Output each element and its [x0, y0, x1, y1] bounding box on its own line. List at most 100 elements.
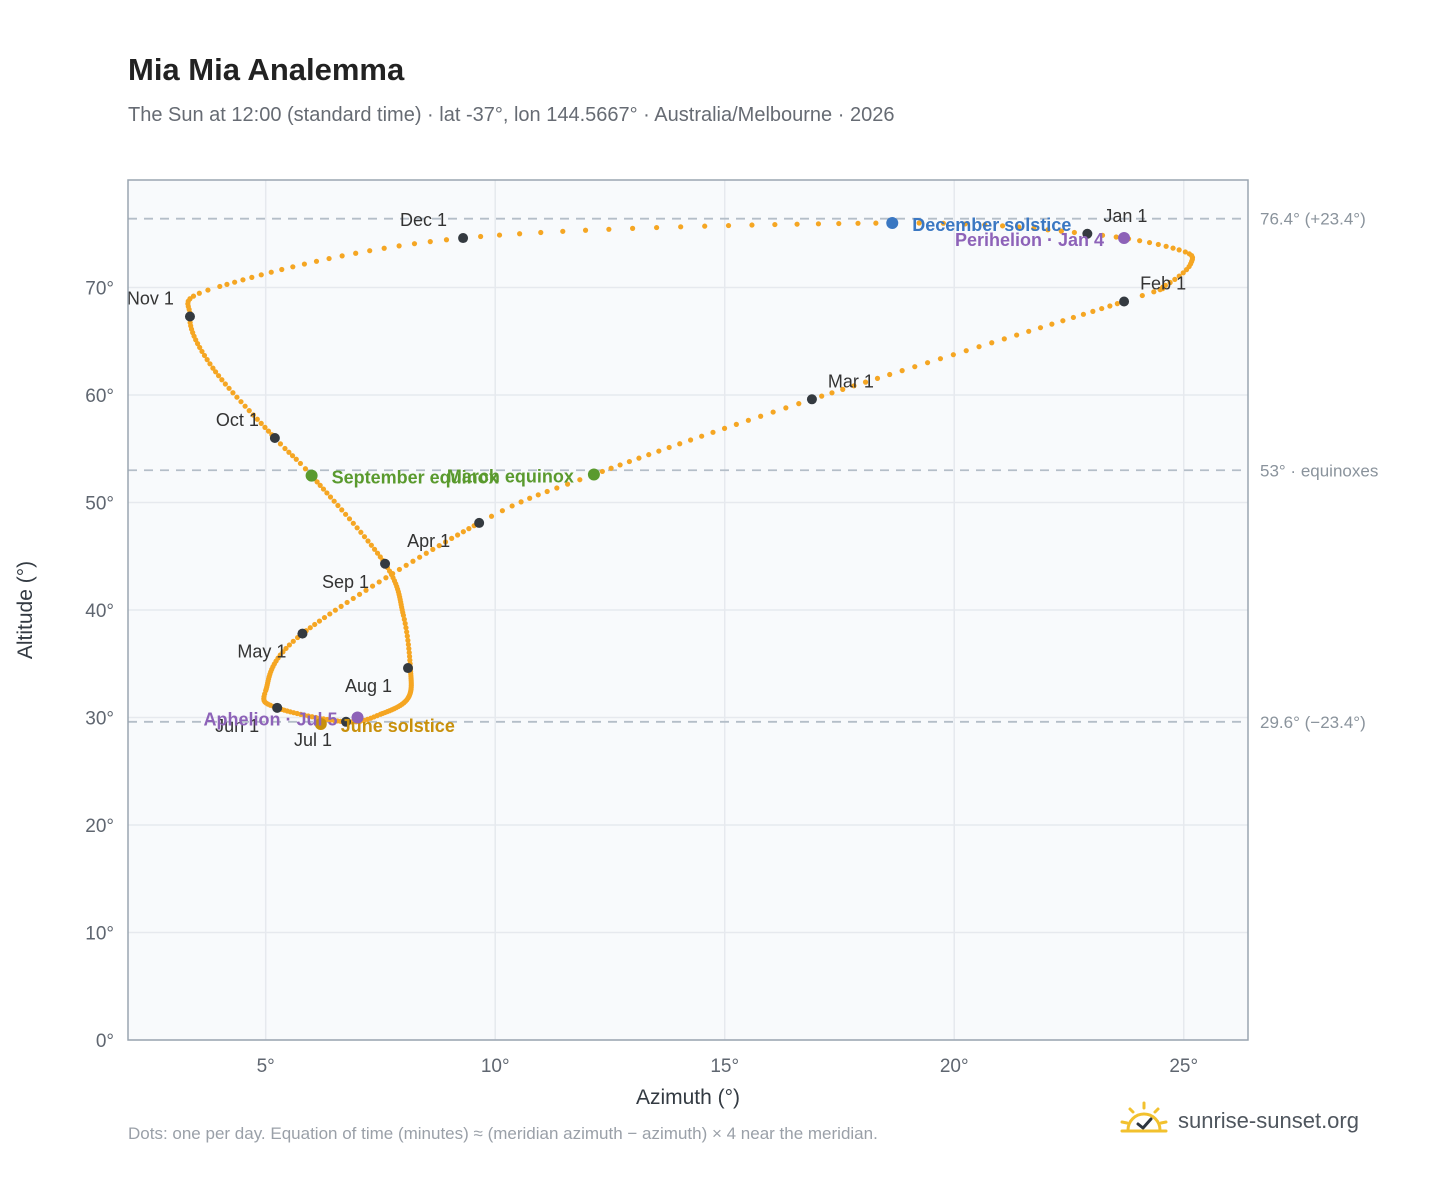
day-dot [687, 437, 694, 443]
brand[interactable]: sunrise-sunset.org [1118, 1100, 1359, 1141]
day-dot [749, 222, 755, 228]
day-dot [1090, 308, 1096, 314]
day-dot [794, 221, 800, 227]
day-dot [321, 614, 328, 621]
day-dot [721, 425, 728, 431]
month-marker [269, 433, 280, 443]
day-dot [836, 220, 842, 227]
day-dot [411, 241, 418, 247]
day-dot [369, 583, 376, 589]
plot-frame [127, 179, 1249, 1041]
day-dot [1113, 234, 1119, 240]
day-dot [599, 468, 605, 475]
day-dot [210, 365, 216, 371]
month-label: Jul 1 [294, 730, 332, 750]
day-dot [874, 375, 881, 381]
day-dot [1114, 301, 1120, 307]
day-dot [443, 237, 450, 243]
day-dot [887, 371, 893, 378]
day-dot [199, 348, 205, 355]
day-dot [1014, 332, 1020, 338]
day-dot [564, 481, 571, 487]
event-marker [314, 717, 327, 730]
day-dot [989, 340, 995, 346]
day-dot [358, 529, 364, 535]
day-dot [976, 344, 982, 350]
day-dot [758, 413, 764, 419]
day-dot [196, 290, 202, 296]
day-dot [339, 253, 345, 259]
day-dot [937, 356, 944, 362]
day-dot [327, 611, 333, 617]
day-dot [363, 587, 369, 593]
day-dot [396, 566, 403, 573]
month-marker [380, 558, 391, 569]
day-dot [745, 417, 751, 423]
day-dot [509, 503, 515, 509]
day-dot [250, 412, 256, 418]
day-dot [1155, 241, 1161, 248]
day-dot [460, 529, 466, 535]
day-dot [855, 220, 861, 226]
x-axis-title: Azimuth (°) [636, 1086, 740, 1109]
day-dot [1080, 311, 1087, 317]
day-dot [851, 383, 857, 389]
y-tick-label: 20° [85, 816, 114, 837]
day-dot [240, 277, 246, 283]
chart-title: Mia Mia Analemma [128, 52, 405, 87]
day-dot [317, 482, 323, 488]
y-tick-label: 40° [85, 601, 114, 622]
day-dot [1045, 227, 1051, 233]
day-dot [406, 653, 413, 660]
day-dot [560, 228, 566, 234]
day-dot [232, 279, 238, 285]
day-dot [262, 424, 268, 430]
month-label: Dec 1 [400, 210, 447, 230]
day-dot [518, 499, 524, 505]
day-dot [396, 243, 402, 249]
day-dot [222, 381, 228, 387]
day-dot [324, 490, 330, 496]
y-tick-label: 50° [85, 494, 114, 515]
month-label: Feb 1 [1140, 273, 1186, 293]
month-marker [1082, 228, 1093, 239]
day-dot [286, 642, 293, 648]
event-label: March equinox [447, 467, 574, 487]
day-dot [365, 538, 371, 544]
event-marker [1118, 232, 1131, 245]
day-dot [374, 550, 381, 556]
month-marker [184, 311, 195, 322]
day-dot [224, 281, 230, 287]
day-dot [924, 360, 931, 366]
day-dot [332, 607, 338, 613]
event-label: December solstice [912, 215, 1071, 235]
day-dot [331, 498, 337, 504]
axis-ticks: 5° 10° 15° 20° 25° 0° 10° 20° 30° 40° 50° 60° 70° [85, 279, 1198, 1078]
day-dot [1026, 328, 1032, 334]
day-dot [307, 625, 313, 631]
day-dot [430, 546, 436, 552]
day-dot [770, 409, 776, 415]
x-tick-label: 5° [257, 1056, 275, 1077]
day-dot [279, 266, 285, 273]
day-dot [320, 486, 327, 492]
day-dot [1180, 270, 1186, 276]
day-dot [1099, 232, 1106, 238]
day-dot [368, 542, 374, 548]
day-dot [350, 595, 356, 602]
day-dot [699, 433, 705, 439]
day-dot [544, 488, 550, 495]
day-dot [371, 546, 378, 552]
day-dot [912, 364, 918, 370]
month-label: Aug 1 [345, 676, 392, 696]
day-dot [1001, 336, 1007, 342]
day-dot [1163, 243, 1169, 249]
day-dot [449, 535, 455, 541]
day-dot [1146, 239, 1153, 246]
day-dot [535, 492, 541, 498]
month-marker [272, 702, 283, 713]
brand-name: sunrise-sunset.org [1178, 1107, 1359, 1133]
reference-lines: 76.4° (+23.4°) 53° · equinoxes 29.6° (−23.… [128, 210, 1378, 732]
day-dot [962, 221, 968, 227]
day-dot [455, 532, 461, 538]
